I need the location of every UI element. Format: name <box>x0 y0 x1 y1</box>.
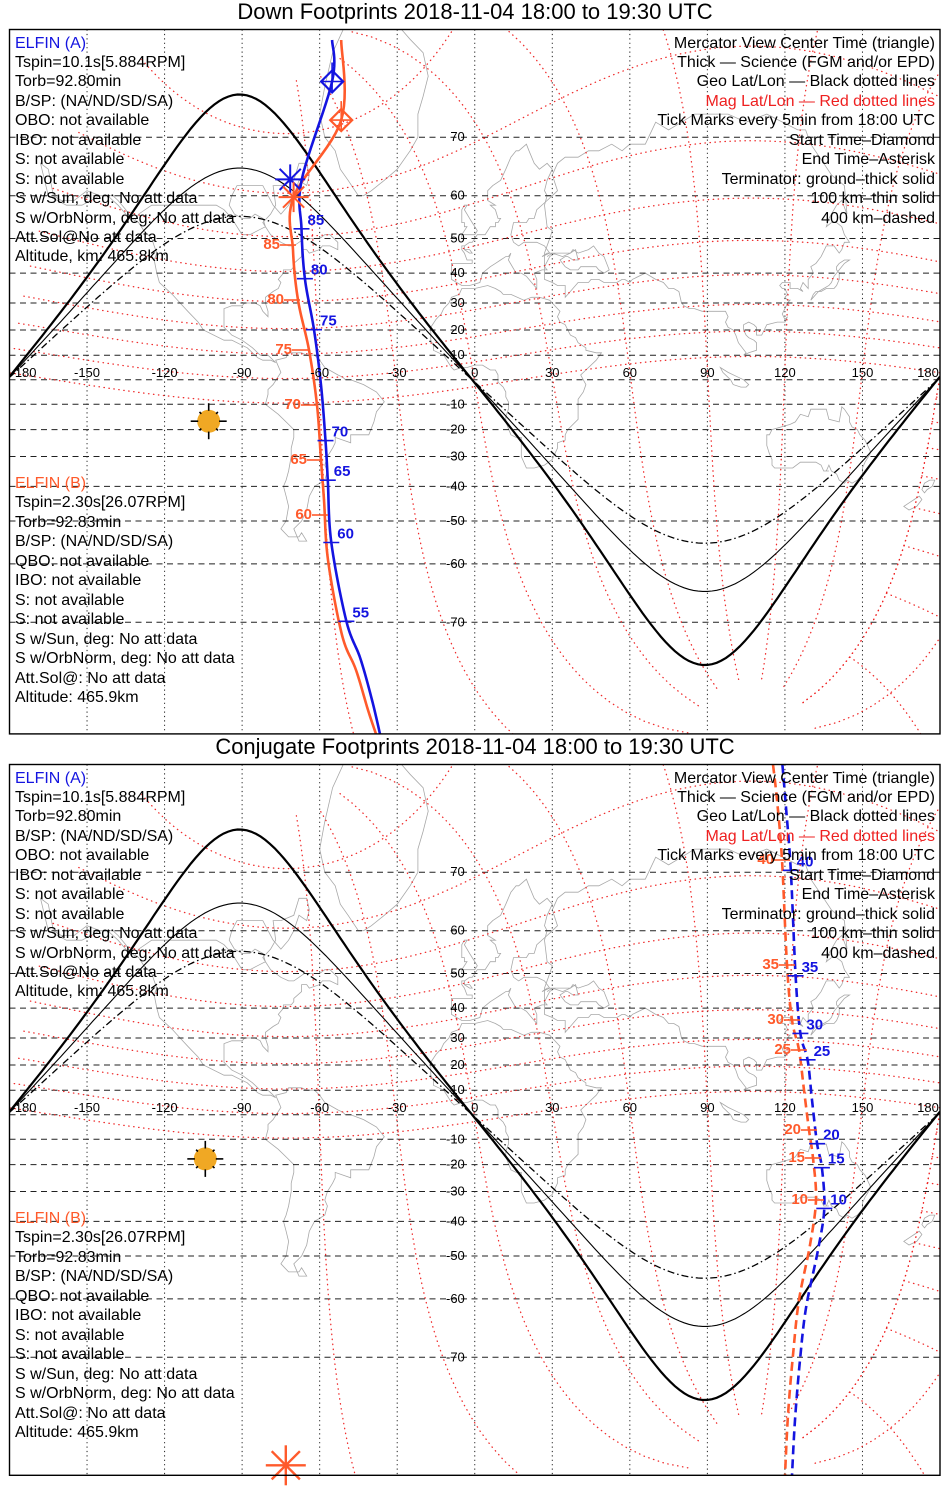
svg-text:-60: -60 <box>310 365 329 380</box>
svg-text:85: 85 <box>308 212 325 229</box>
svg-text:-40: -40 <box>446 1213 465 1228</box>
svg-text:30: 30 <box>450 295 464 310</box>
svg-text:60: 60 <box>450 188 464 203</box>
svg-text:65: 65 <box>290 451 307 468</box>
svg-text:-20: -20 <box>446 1157 465 1172</box>
svg-text:-30: -30 <box>388 1100 407 1115</box>
svg-text:20: 20 <box>450 1057 464 1072</box>
svg-text:-70: -70 <box>446 614 465 629</box>
svg-text:40: 40 <box>450 1000 464 1015</box>
svg-text:15: 15 <box>828 1151 845 1168</box>
svg-text:-30: -30 <box>446 1184 465 1199</box>
svg-text:-150: -150 <box>74 1100 100 1115</box>
svg-text:15: 15 <box>788 1149 805 1166</box>
svg-text:75: 75 <box>320 313 337 330</box>
svg-text:25: 25 <box>774 1041 791 1058</box>
svg-text:50: 50 <box>450 966 464 981</box>
svg-text:-50: -50 <box>446 513 465 528</box>
svg-text:180: 180 <box>917 365 939 380</box>
svg-text:-40: -40 <box>446 478 465 493</box>
svg-text:60: 60 <box>623 1100 637 1115</box>
svg-text:30: 30 <box>450 1030 464 1045</box>
svg-text:20: 20 <box>450 322 464 337</box>
svg-text:-30: -30 <box>388 365 407 380</box>
svg-text:-30: -30 <box>446 449 465 464</box>
svg-text:20: 20 <box>823 1127 840 1144</box>
svg-text:60: 60 <box>623 365 637 380</box>
svg-text:-20: -20 <box>446 422 465 437</box>
svg-text:-150: -150 <box>74 365 100 380</box>
svg-text:-180: -180 <box>10 1100 36 1115</box>
svg-text:-70: -70 <box>446 1349 465 1364</box>
svg-text:30: 30 <box>806 1016 823 1033</box>
svg-text:20: 20 <box>784 1121 801 1138</box>
svg-text:40: 40 <box>450 265 464 280</box>
svg-text:-50: -50 <box>446 1248 465 1263</box>
svg-text:60: 60 <box>337 526 354 543</box>
svg-text:150: 150 <box>852 365 874 380</box>
svg-text:-180: -180 <box>10 365 36 380</box>
svg-text:10: 10 <box>450 1082 464 1097</box>
svg-text:50: 50 <box>450 231 464 246</box>
svg-text:0: 0 <box>471 365 478 380</box>
svg-text:10: 10 <box>450 347 464 362</box>
svg-text:Down Footprints 2018-11-04 18:: Down Footprints 2018-11-04 18:00 to 19:3… <box>237 0 712 24</box>
svg-text:10: 10 <box>830 1191 847 1208</box>
svg-text:80: 80 <box>311 262 328 279</box>
svg-text:-120: -120 <box>152 365 178 380</box>
svg-text:120: 120 <box>774 1100 796 1115</box>
svg-text:85: 85 <box>263 236 280 253</box>
svg-text:-120: -120 <box>152 1100 178 1115</box>
svg-text:60: 60 <box>450 923 464 938</box>
svg-text:70: 70 <box>284 396 301 413</box>
svg-text:-60: -60 <box>310 1100 329 1115</box>
svg-text:90: 90 <box>700 365 714 380</box>
svg-text:30: 30 <box>545 365 559 380</box>
svg-text:-10: -10 <box>446 396 465 411</box>
svg-text:70: 70 <box>450 864 464 879</box>
svg-text:90: 90 <box>700 1100 714 1115</box>
svg-text:-60: -60 <box>446 556 465 571</box>
svg-text:70: 70 <box>450 129 464 144</box>
svg-text:55: 55 <box>352 604 369 621</box>
svg-text:70: 70 <box>332 424 349 441</box>
svg-text:-10: -10 <box>446 1131 465 1146</box>
svg-text:10: 10 <box>791 1191 808 1208</box>
svg-text:180: 180 <box>917 1100 939 1115</box>
svg-text:60: 60 <box>295 506 312 523</box>
svg-text:65: 65 <box>334 463 351 480</box>
svg-text:80: 80 <box>267 291 284 308</box>
svg-text:-60: -60 <box>446 1291 465 1306</box>
svg-text:Conjugate Footprints 2018-11-0: Conjugate Footprints 2018-11-04 18:00 to… <box>215 734 734 759</box>
svg-text:-90: -90 <box>233 1100 252 1115</box>
svg-text:30: 30 <box>545 1100 559 1115</box>
svg-text:0: 0 <box>471 1100 478 1115</box>
svg-text:75: 75 <box>275 341 292 358</box>
svg-text:150: 150 <box>852 1100 874 1115</box>
svg-text:25: 25 <box>814 1043 831 1060</box>
svg-text:-90: -90 <box>233 365 252 380</box>
svg-text:30: 30 <box>767 1011 784 1028</box>
svg-text:120: 120 <box>774 365 796 380</box>
